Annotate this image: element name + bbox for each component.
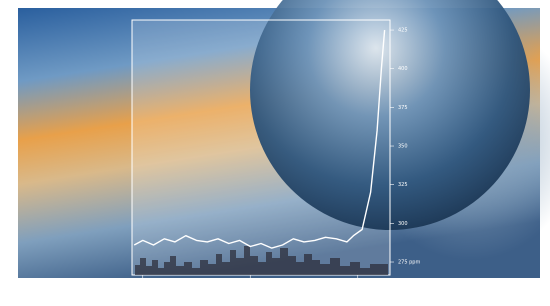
y-tick-label: 375 xyxy=(398,105,408,111)
y-tick-label: 325 xyxy=(398,182,408,188)
chart: Year 275 ppm 300 325 350 375 400 425 1000 1500 20… xyxy=(0,0,550,306)
y-tick-label: 425 xyxy=(398,28,408,34)
y-tick-label: 275 ppm xyxy=(398,260,420,266)
y-tick-label: 350 xyxy=(398,144,408,150)
x-axis-label: Year xyxy=(117,282,130,288)
page: Year 275 ppm 300 325 350 375 400 425 1000 1500 20… xyxy=(0,0,550,306)
x-tick-label: 1000 xyxy=(136,282,149,288)
x-tick-label: 2000 xyxy=(351,282,364,288)
y-tick-label: 400 xyxy=(398,66,408,72)
x-tick-label: 1500 xyxy=(244,282,257,288)
y-tick-label: 300 xyxy=(398,221,408,227)
